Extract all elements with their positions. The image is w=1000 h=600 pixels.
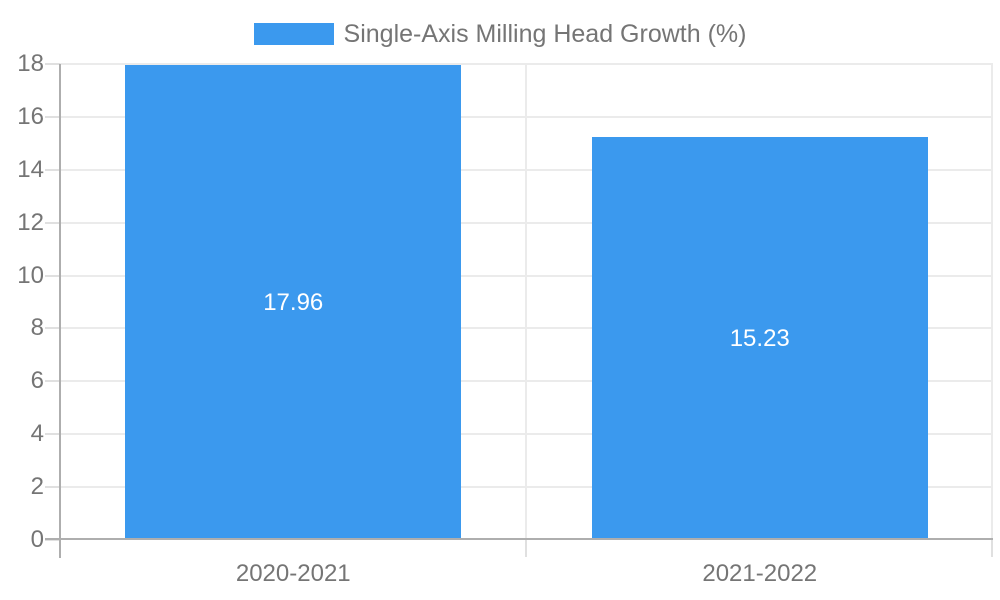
- y-tick-mark: [45, 168, 60, 171]
- y-axis-tick-label: 10: [17, 261, 44, 289]
- x-tick-mark: [525, 540, 527, 557]
- y-axis-tick-label: 8: [30, 314, 44, 342]
- x-axis-tick-label: 2020-2021: [235, 560, 351, 587]
- y-axis-line: [59, 64, 61, 558]
- plot-area: 0 2 4 6 8 10 12 14 16 18 17.96 2020-2021 15.23 2021-2…: [17, 50, 993, 587]
- y-axis-tick-label: 2: [30, 473, 44, 501]
- bar-value-label: 17.96: [263, 288, 324, 316]
- bar: 15.23: [591, 137, 928, 540]
- legend-swatch: [253, 23, 334, 45]
- x-axis-tick-label: 2021-2022: [702, 560, 818, 587]
- y-tick-mark: [45, 63, 60, 65]
- y-axis-tick-label: 18: [17, 50, 44, 77]
- bar: 17.96: [125, 65, 462, 540]
- y-tick-mark: [45, 433, 60, 436]
- legend-label: Single-Axis Milling Head Growth (%): [343, 20, 747, 48]
- y-tick-mark: [45, 221, 60, 224]
- y-axis-tick-label: 14: [17, 155, 44, 183]
- y-tick-mark: [45, 115, 60, 118]
- y-tick-mark: [45, 327, 60, 330]
- y-axis-tick-label: 12: [17, 208, 44, 236]
- y-axis-tick-label: 0: [30, 526, 44, 553]
- category-boundary-gridline: [991, 64, 993, 540]
- x-tick-mark: [991, 540, 993, 557]
- y-axis-tick-label: 4: [30, 420, 44, 448]
- y-tick-mark: [45, 274, 60, 277]
- y-tick-mark: [45, 380, 60, 383]
- y-tick-mark: [45, 486, 60, 489]
- bar-value-label: 15.23: [729, 324, 790, 352]
- y-tick-mark: [45, 539, 60, 541]
- y-axis-tick-label: 16: [17, 102, 44, 130]
- x-axis-line: [45, 538, 993, 540]
- chart-legend: Single-Axis Milling Head Growth (%): [0, 21, 1000, 47]
- category-boundary-gridline: [525, 64, 527, 540]
- y-axis-tick-label: 6: [30, 367, 44, 395]
